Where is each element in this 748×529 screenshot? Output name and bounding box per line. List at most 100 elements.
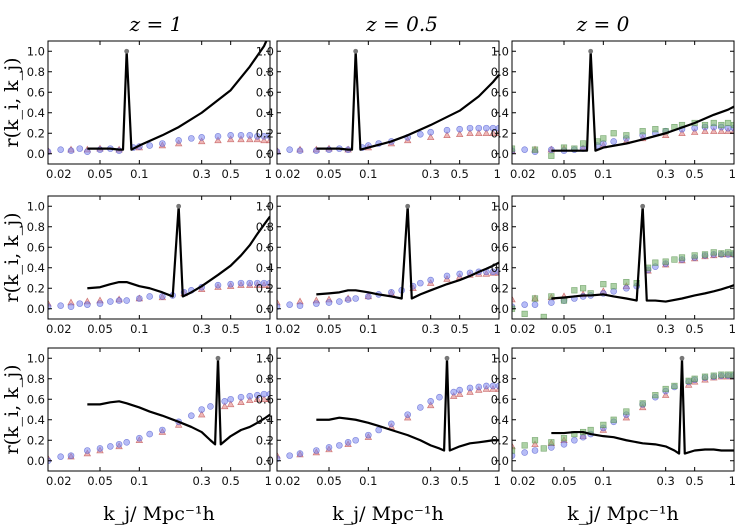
column-title-z0p5: z = 0.5 bbox=[365, 12, 438, 36]
panel-r1-c3-background bbox=[512, 41, 734, 164]
blue-circle-point bbox=[266, 279, 270, 287]
panel-r2-c2-frame bbox=[276, 195, 500, 320]
blue-circle-point bbox=[96, 445, 104, 452]
y-tick-label: 0.2 bbox=[491, 126, 509, 140]
y-tick-label: 1.0 bbox=[491, 351, 509, 365]
blue-circle-point bbox=[57, 146, 64, 153]
red-triangle-point bbox=[226, 135, 235, 143]
panel-r2-c1-frame bbox=[47, 195, 271, 320]
blue-circle-point bbox=[456, 386, 463, 394]
y-tick-label: 0.0 bbox=[491, 147, 509, 161]
green-square-point bbox=[531, 295, 539, 302]
blue-circle-point bbox=[475, 124, 483, 132]
blue-circle-point bbox=[107, 443, 114, 450]
red-triangle-point bbox=[512, 442, 516, 450]
blue-circle-point bbox=[417, 404, 424, 411]
y-tick-label: 0.8 bbox=[27, 65, 45, 79]
x-tick-label: 0.02 bbox=[275, 167, 301, 181]
red-triangle-point bbox=[426, 401, 435, 409]
blue-circle-point bbox=[227, 395, 234, 403]
blue-circle-point bbox=[560, 441, 568, 448]
panel-r2-c3-background bbox=[512, 196, 734, 319]
green-square-point bbox=[701, 251, 709, 258]
blue-circle-point bbox=[375, 426, 382, 434]
blue-circle-point bbox=[466, 124, 474, 132]
y-tick-label: 0.6 bbox=[27, 240, 45, 254]
theory-curve bbox=[87, 205, 270, 298]
blue-circle-point bbox=[237, 132, 245, 139]
blue-circle-point bbox=[221, 397, 228, 405]
y-axis-title-row1: r(k_i, k_j) bbox=[1, 58, 23, 148]
blue-circle-point bbox=[336, 442, 343, 449]
green-square-point bbox=[571, 287, 578, 294]
y-tick-label: 0.4 bbox=[491, 261, 509, 275]
blue-circle-point bbox=[325, 299, 333, 306]
panel-r3-c3: 0.02 0.05 0.1 0.3 0.5 1 0.0 0.2 0.4 0.6 0.8 1.0 bbox=[491, 347, 736, 488]
green-square-point bbox=[623, 278, 630, 286]
panel-r3-c3-marks bbox=[512, 355, 734, 459]
green-square-point bbox=[521, 442, 528, 449]
y-tick-label: 0.0 bbox=[491, 454, 509, 468]
y-tick-label: 0.4 bbox=[256, 106, 274, 120]
k-i-marker bbox=[679, 355, 685, 361]
k-i-marker bbox=[640, 203, 646, 209]
panel-r2-c3: 0.02 0.05 0.1 0.3 0.5 1 0.0 0.2 0.4 0.6 0.8 1.0 bbox=[491, 195, 736, 336]
green-square-point bbox=[710, 249, 717, 256]
blue-circle-point bbox=[483, 124, 490, 132]
y-tick-label: 0.6 bbox=[256, 85, 274, 99]
x-tick-label: 0.3 bbox=[657, 474, 675, 488]
green-square-point bbox=[531, 437, 539, 444]
green-square-point bbox=[701, 373, 709, 380]
green-square-point bbox=[639, 400, 646, 407]
green-square-point bbox=[579, 140, 587, 147]
panel-r1-c2-frame bbox=[276, 40, 500, 165]
y-tick-label: 0.6 bbox=[491, 240, 509, 254]
y-tick-label: 0.0 bbox=[491, 302, 509, 316]
blue-circle-point bbox=[417, 130, 424, 138]
red-triangle-point bbox=[690, 128, 699, 135]
blue-circle-point bbox=[427, 397, 434, 405]
blue-circle-point bbox=[352, 436, 359, 444]
blue-circle-point bbox=[214, 281, 222, 289]
blue-circle-point bbox=[48, 303, 52, 310]
x-tick-label: 0.3 bbox=[193, 474, 211, 488]
x-tick-label: 0.05 bbox=[87, 167, 113, 181]
green-square-point bbox=[701, 121, 709, 129]
x-axis-title-col2: k_j/ Mpc⁻¹h bbox=[332, 503, 444, 525]
y-tick-label: 0.2 bbox=[27, 433, 45, 447]
blue-circle-point bbox=[188, 135, 195, 142]
x-tick-label: 0.5 bbox=[451, 322, 469, 336]
x-tick-label: 0.5 bbox=[686, 322, 704, 336]
panel-r2-c3-frame bbox=[511, 195, 735, 320]
panel-r3-c2-background bbox=[277, 348, 499, 471]
blue-circle-point bbox=[188, 412, 195, 419]
x-tick-label: 1 bbox=[494, 474, 501, 488]
red-triangle-point bbox=[661, 391, 670, 398]
y-tick-label: 1.0 bbox=[256, 351, 274, 365]
y-tick-label: 0.0 bbox=[27, 454, 45, 468]
red-triangle-point bbox=[253, 395, 262, 402]
x-tick-label: 0.02 bbox=[510, 474, 536, 488]
x-tick-label: 0.02 bbox=[510, 167, 536, 181]
x-tick-label: 0.1 bbox=[130, 167, 148, 181]
x-tick-label: 0.05 bbox=[87, 322, 113, 336]
y-tick-label: 0.8 bbox=[27, 220, 45, 234]
x-tick-label: 0.1 bbox=[359, 167, 377, 181]
y-tick-label: 0.8 bbox=[27, 372, 45, 386]
green-square-point bbox=[548, 439, 555, 446]
panel-r1-c3: 0.02 0.05 0.1 0.3 0.5 1 0.0 0.2 0.4 0.6 0.8 1.0 bbox=[491, 40, 736, 181]
x-tick-label: 0.1 bbox=[359, 322, 377, 336]
panel-r1-c1-marks bbox=[48, 41, 270, 155]
panel-r1-c1-background bbox=[48, 41, 270, 164]
panel-r2-c2-background bbox=[277, 196, 499, 319]
blue-circle-point bbox=[483, 382, 490, 390]
x-tick-label: 0.05 bbox=[316, 474, 342, 488]
x-tick-label: 0.5 bbox=[222, 322, 240, 336]
green-square-point bbox=[600, 135, 607, 142]
green-square-point bbox=[710, 372, 717, 379]
x-tick-label: 0.05 bbox=[316, 322, 342, 336]
y-tick-label: 0.4 bbox=[27, 106, 45, 120]
column-title-z1: z = 1 bbox=[129, 12, 183, 36]
green-square-point bbox=[540, 445, 547, 452]
blue-circle-point bbox=[136, 295, 143, 302]
